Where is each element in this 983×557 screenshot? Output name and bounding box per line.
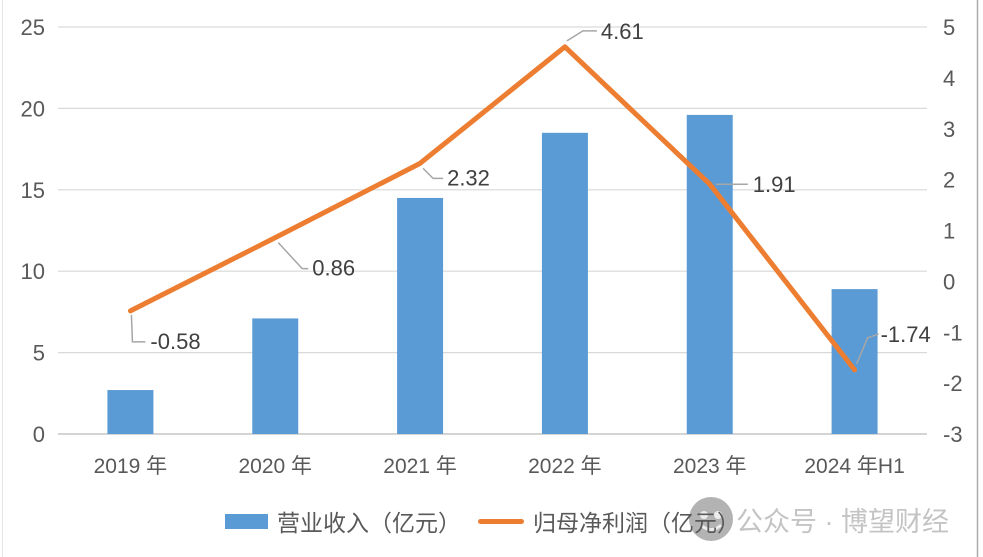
legend-item-revenue: 营业收入（亿元） (225, 504, 461, 538)
right-axis-tick-label: -3 (943, 422, 963, 447)
x-axis-category-label: 2023 年 (673, 455, 747, 478)
x-axis-category-label: 2024 年H1 (804, 455, 904, 478)
x-axis-category-label: 2020 年 (238, 455, 312, 478)
x-axis-category-label: 2019 年 (94, 455, 168, 478)
profit-data-label: 4.61 (601, 19, 644, 44)
legend-bar-swatch-icon (225, 513, 268, 529)
left-axis-tick-label: 5 (33, 341, 45, 366)
watermark-text: 公众号 · 博望财经 (736, 506, 949, 537)
right-axis-tick-label: 1 (943, 219, 955, 244)
data-label-leader-line (566, 30, 597, 42)
revenue-bar (107, 390, 154, 434)
data-label-leader-line (855, 333, 879, 365)
x-axis-category-label: 2021 年 (383, 455, 457, 478)
left-axis-tick-label: 10 (21, 259, 45, 284)
x-axis-category-label: 2022 年 (528, 455, 602, 478)
revenue-bar (831, 289, 878, 434)
right-axis-tick-label: 0 (943, 269, 955, 294)
profit-data-label: -1.74 (881, 322, 931, 347)
legend-label-revenue: 营业收入（亿元） (277, 510, 461, 536)
revenue-bar (397, 197, 444, 434)
right-axis-tick-label: -2 (943, 371, 963, 396)
legend-label-profit: 归母净利润（亿元） (533, 510, 740, 536)
revenue-bar (686, 114, 733, 435)
right-axis-tick-label: 5 (943, 15, 955, 40)
left-axis-tick-label: 25 (21, 15, 45, 40)
left-axis-tick-label: 0 (33, 422, 45, 447)
profit-data-label: 2.32 (447, 165, 490, 190)
revenue-bar (541, 132, 588, 434)
legend-line-swatch-icon (478, 518, 524, 524)
watermark: 公众号 · 博望财经 (688, 496, 949, 542)
legend-item-profit: 归母净利润（亿元） (478, 504, 740, 538)
data-label-leader-line (130, 314, 146, 343)
profit-data-label: -0.58 (150, 329, 200, 354)
revenue-bar (252, 318, 299, 434)
panda-logo-icon (689, 497, 733, 541)
right-axis-tick-label: 2 (943, 168, 955, 193)
profit-line (127, 44, 858, 373)
right-axis-tick-label: 3 (943, 117, 955, 142)
data-label-leader-line (422, 167, 444, 180)
left-axis-tick-label: 20 (21, 96, 45, 121)
chart-legend: 营业收入（亿元） 归母净利润（亿元） (225, 505, 740, 537)
profit-data-label: 0.86 (312, 256, 355, 281)
data-label-leader-line (277, 242, 309, 270)
right-axis-tick-label: 4 (943, 66, 955, 91)
profit-data-label: 1.91 (753, 172, 796, 197)
left-axis-tick-label: 15 (21, 178, 45, 203)
right-axis-tick-label: -1 (943, 320, 963, 345)
